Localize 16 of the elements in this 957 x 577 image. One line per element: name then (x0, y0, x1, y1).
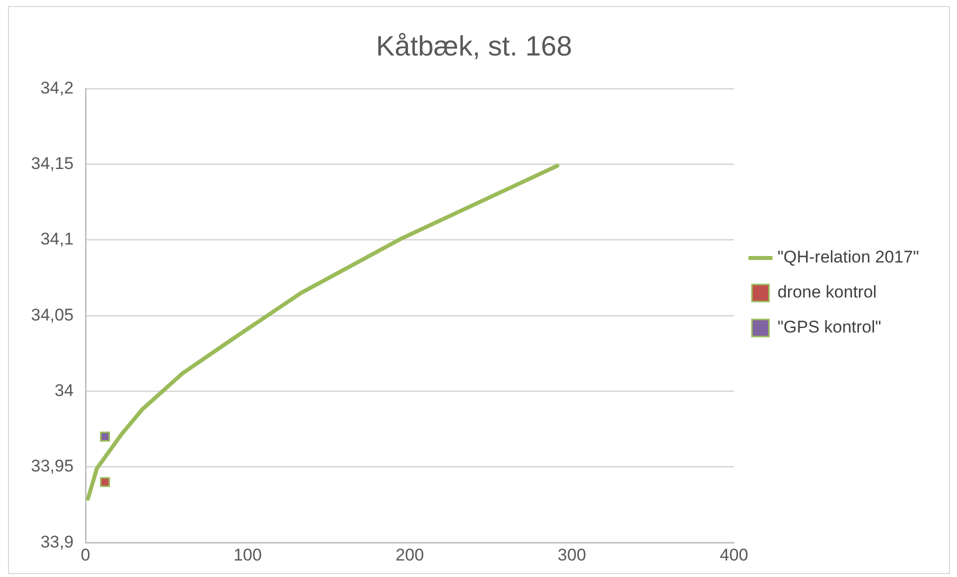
legend-label: drone kontrol (777, 282, 877, 302)
y-tick-label: 34,05 (30, 305, 74, 324)
x-tick-label: 200 (396, 545, 424, 564)
x-tick-label: 100 (233, 545, 262, 564)
x-tick-label: 300 (558, 545, 586, 564)
y-tick-label: 34,2 (40, 78, 74, 98)
y-tick-label: 34,1 (40, 230, 74, 249)
y-tick-label: 33,95 (30, 456, 74, 476)
x-tick-label: 400 (720, 545, 748, 564)
y-tick-label: 34 (54, 380, 74, 400)
chart-title: Kåtbæk, st. 168 (376, 30, 572, 62)
y-tick-label: 34,15 (30, 154, 74, 173)
y-tick-label: 33,9 (40, 532, 74, 552)
legend-label: "QH-relation 2017" (777, 248, 920, 267)
legend-label: "GPS kontrol" (777, 318, 882, 337)
x-tick-label: 0 (80, 545, 90, 564)
